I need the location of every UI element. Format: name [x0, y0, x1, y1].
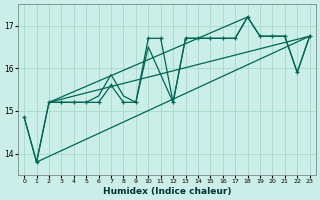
X-axis label: Humidex (Indice chaleur): Humidex (Indice chaleur): [103, 187, 231, 196]
